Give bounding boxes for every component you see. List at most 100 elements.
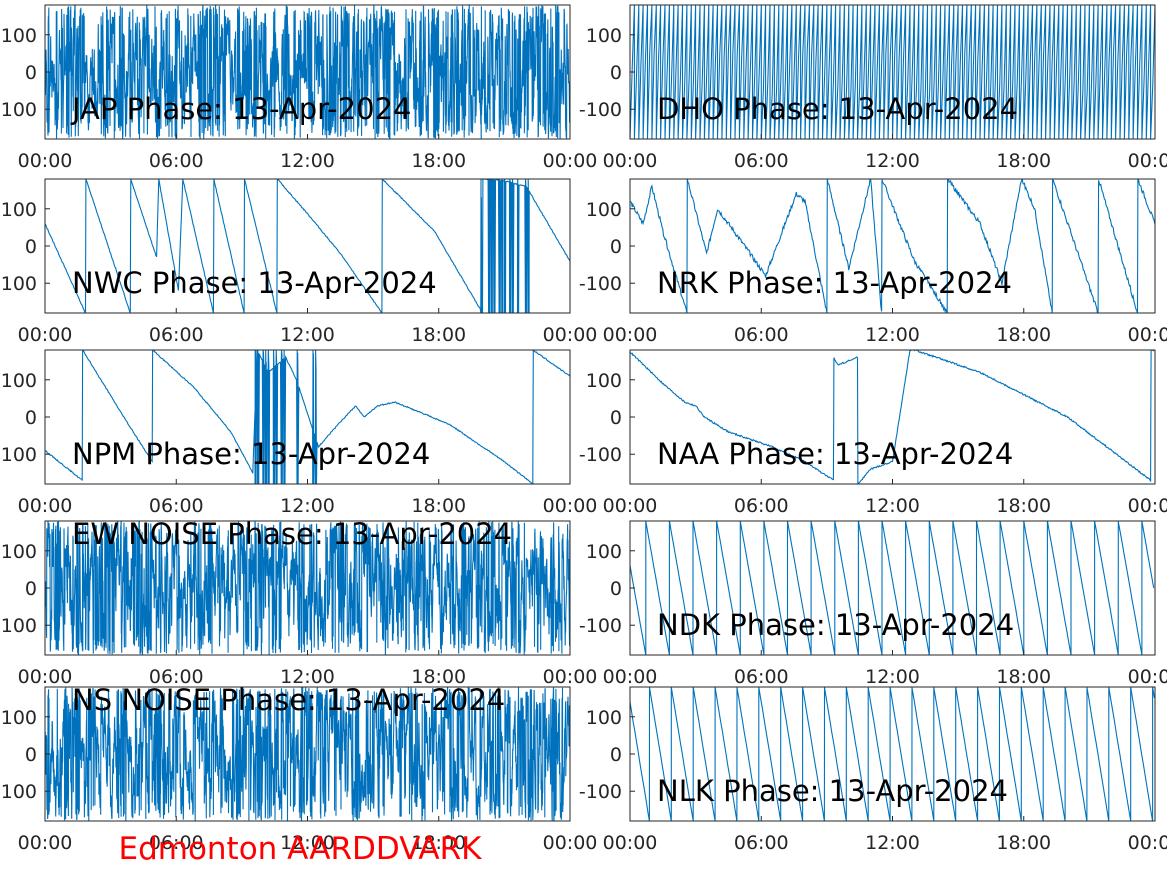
x-tick-label: 06:00 (734, 495, 789, 517)
x-tick-label: 00:00 (603, 324, 658, 346)
x-tick-label: 12:00 (865, 666, 920, 688)
x-tick-label: 00:00 (543, 666, 598, 688)
y-tick-label: -100 (579, 615, 622, 637)
x-tick-label: 00:00 (543, 324, 598, 346)
y-tick-label: 0 (610, 407, 622, 429)
y-tick-label: 0 (25, 744, 37, 766)
x-tick-label: 18:00 (996, 150, 1051, 172)
y-tick-label: -100 (579, 99, 622, 121)
x-tick-label: 12:00 (280, 666, 335, 688)
y-tick-label: -100 (579, 444, 622, 466)
nlk-phase-panel: 100 0 -100 00:00 06:00 12:00 18:00 00:00 NLK Pha… (579, 686, 1167, 854)
dho-phase-phase-trace (630, 5, 1155, 139)
x-tick-label: 00:00 (1128, 324, 1167, 346)
nrk-phase-phase-trace (630, 179, 1155, 313)
x-tick-label: 06:00 (149, 832, 204, 854)
y-tick-label: 100 (1, 707, 37, 729)
nwc-phase-title: NWC Phase: 13-Apr-2024 (72, 266, 437, 300)
x-tick-label: 00:00 (18, 495, 73, 517)
y-tick-label: 0 (25, 62, 37, 84)
x-tick-label: 00:00 (18, 832, 73, 854)
y-tick-label: -100 (0, 615, 37, 637)
y-tick-label: -100 (0, 781, 37, 803)
nlk-phase-phase-trace (630, 687, 1155, 821)
x-tick-label: 12:00 (280, 495, 335, 517)
y-tick-label: 100 (1, 370, 37, 392)
npm-phase-phase-trace (45, 350, 570, 484)
naa-phase-panel: 100 0 -100 00:00 06:00 12:00 18:00 00:00 NAA Pha… (579, 349, 1167, 517)
x-tick-label: 06:00 (734, 324, 789, 346)
x-tick-label: 00:00 (1128, 666, 1167, 688)
x-tick-label: 00:00 (543, 495, 598, 517)
x-tick-label: 12:00 (280, 150, 335, 172)
station-title: Edmonton AARDDVARK (118, 831, 482, 867)
x-tick-label: 12:00 (865, 324, 920, 346)
x-tick-label: 06:00 (149, 666, 204, 688)
x-tick-label: 18:00 (996, 666, 1051, 688)
y-tick-label: 0 (25, 236, 37, 258)
x-tick-label: 18:00 (996, 324, 1051, 346)
jap-phase-panel: 100 0 -100 00:00 06:00 12:00 18:00 00:00 JAP Pha… (0, 4, 598, 172)
x-tick-label: 18:00 (996, 495, 1051, 517)
y-tick-label: 0 (25, 578, 37, 600)
x-tick-label: 06:00 (734, 150, 789, 172)
x-tick-label: 00:00 (1128, 832, 1167, 854)
y-tick-label: 0 (25, 407, 37, 429)
x-tick-label: 12:00 (865, 832, 920, 854)
ew-noise-phase-phase-trace (45, 521, 570, 655)
nrk-phase-panel: 100 0 -100 00:00 06:00 12:00 18:00 00:00 NRK Pha… (579, 178, 1167, 346)
naa-phase-phase-trace (630, 350, 1155, 484)
nlk-phase-title: NLK Phase: 13-Apr-2024 (657, 774, 1008, 808)
naa-phase-title: NAA Phase: 13-Apr-2024 (657, 437, 1013, 471)
npm-phase-panel: 100 0 -100 00:00 06:00 12:00 18:00 00:00 NPM Pha… (0, 349, 598, 517)
x-tick-label: 06:00 (734, 666, 789, 688)
y-tick-label: 0 (610, 62, 622, 84)
jap-phase-title: JAP Phase: 13-Apr-2024 (70, 92, 411, 126)
x-tick-label: 06:00 (149, 150, 204, 172)
phase-panels: 100 0 -100 00:00 06:00 12:00 18:00 00:00 JAP Pha… (0, 4, 1167, 854)
x-tick-label: 00:00 (603, 495, 658, 517)
x-tick-label: 06:00 (734, 832, 789, 854)
y-tick-label: 100 (586, 370, 622, 392)
x-tick-label: 18:00 (411, 666, 466, 688)
dho-phase-title: DHO Phase: 13-Apr-2024 (657, 92, 1018, 126)
x-tick-label: 00:00 (603, 150, 658, 172)
x-tick-label: 00:00 (603, 832, 658, 854)
y-tick-label: 100 (1, 199, 37, 221)
x-tick-label: 00:00 (1128, 150, 1167, 172)
ns-noise-phase-panel: 100 0 -100 00:00 06:00 12:00 18:00 00:00 NS NOIS… (0, 683, 597, 854)
ndk-phase-panel: 100 0 -100 00:00 06:00 12:00 18:00 00:00 NDK Pha… (579, 520, 1167, 688)
nrk-phase-title: NRK Phase: 13-Apr-2024 (657, 266, 1012, 300)
x-tick-label: 06:00 (149, 495, 204, 517)
ew-noise-phase-panel: 100 0 -100 00:00 06:00 12:00 18:00 00:00 EW NOIS… (0, 517, 597, 688)
ns-noise-phase-title: NS NOISE Phase: 13-Apr-2024 (72, 683, 505, 717)
jap-phase-phase-trace (45, 5, 570, 139)
y-tick-label: -100 (0, 99, 37, 121)
x-tick-label: 12:00 (280, 324, 335, 346)
npm-phase-title: NPM Phase: 13-Apr-2024 (72, 437, 430, 471)
x-tick-label: 00:00 (18, 150, 73, 172)
x-tick-label: 12:00 (865, 495, 920, 517)
y-tick-label: 0 (610, 578, 622, 600)
x-tick-label: 00:00 (543, 150, 598, 172)
y-tick-label: 100 (1, 541, 37, 563)
nwc-phase-panel: 100 0 -100 00:00 06:00 12:00 18:00 00:00 NWC Pha… (0, 178, 598, 346)
ns-noise-phase-phase-trace (45, 687, 570, 821)
x-tick-label: 18:00 (996, 832, 1051, 854)
y-tick-label: -100 (0, 273, 37, 295)
x-tick-label: 00:00 (603, 666, 658, 688)
y-tick-label: -100 (579, 781, 622, 803)
y-tick-label: 100 (586, 25, 622, 47)
y-tick-label: 100 (586, 707, 622, 729)
x-tick-label: 18:00 (411, 495, 466, 517)
y-tick-label: 100 (1, 25, 37, 47)
y-tick-label: 100 (586, 199, 622, 221)
y-tick-label: -100 (0, 444, 37, 466)
ndk-phase-title: NDK Phase: 13-Apr-2024 (657, 608, 1014, 642)
ndk-phase-phase-trace (630, 521, 1155, 655)
x-tick-label: 12:00 (280, 832, 335, 854)
y-tick-label: 100 (586, 541, 622, 563)
y-tick-label: -100 (579, 273, 622, 295)
x-tick-label: 00:00 (1128, 495, 1167, 517)
